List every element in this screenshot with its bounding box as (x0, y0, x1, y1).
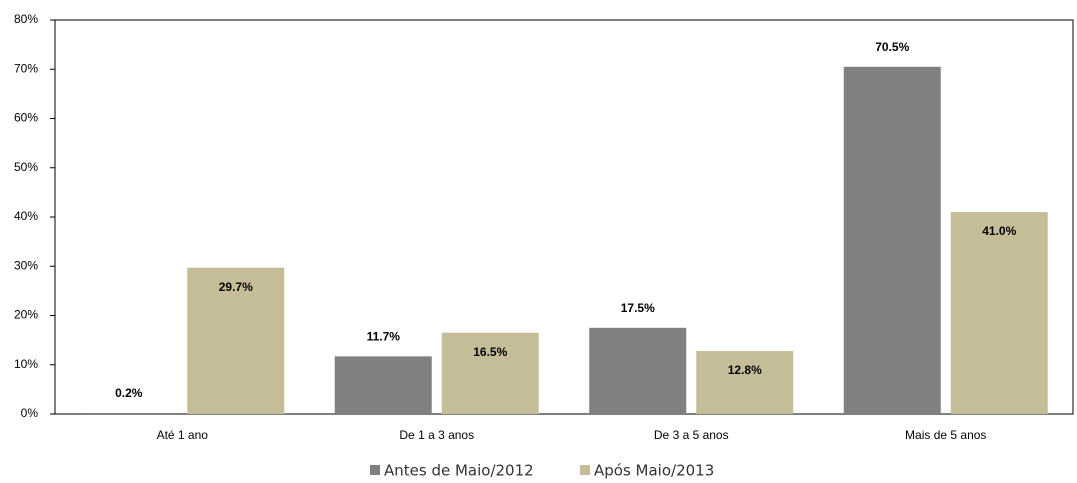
bar (843, 66, 941, 414)
bar (441, 332, 539, 414)
value-label: 11.7% (367, 330, 401, 344)
y-tick-label: 10% (14, 357, 38, 371)
bar (589, 327, 687, 414)
legend-label: Antes de Maio/2012 (384, 462, 534, 480)
y-tick-label: 40% (14, 209, 38, 223)
y-tick-label: 20% (14, 308, 38, 322)
y-tick-label: 0% (21, 406, 39, 420)
y-tick-label: 30% (14, 258, 38, 272)
value-label: 41.0% (982, 224, 1016, 238)
y-tick-label: 70% (14, 61, 38, 75)
value-label: 29.7% (219, 280, 253, 294)
bar (334, 356, 432, 414)
value-label: 17.5% (621, 301, 655, 315)
y-tick-label: 50% (14, 160, 38, 174)
x-tick-label: De 1 a 3 anos (399, 428, 474, 442)
value-label: 70.5% (875, 40, 909, 54)
y-tick-label: 80% (14, 12, 38, 26)
bar (80, 413, 178, 414)
bar (187, 267, 285, 414)
x-tick-label: Mais de 5 anos (905, 428, 986, 442)
value-label: 12.8% (728, 363, 762, 377)
y-tick-label: 60% (14, 111, 38, 125)
x-tick-label: Até 1 ano (157, 428, 209, 442)
bar (696, 350, 794, 414)
value-label: 16.5% (473, 345, 507, 359)
value-label: 0.2% (115, 386, 143, 400)
legend-swatch (580, 465, 590, 475)
legend-swatch (370, 465, 380, 475)
bar (950, 212, 1048, 414)
legend-label: Após Maio/2013 (594, 462, 714, 480)
x-tick-label: De 3 a 5 anos (654, 428, 729, 442)
